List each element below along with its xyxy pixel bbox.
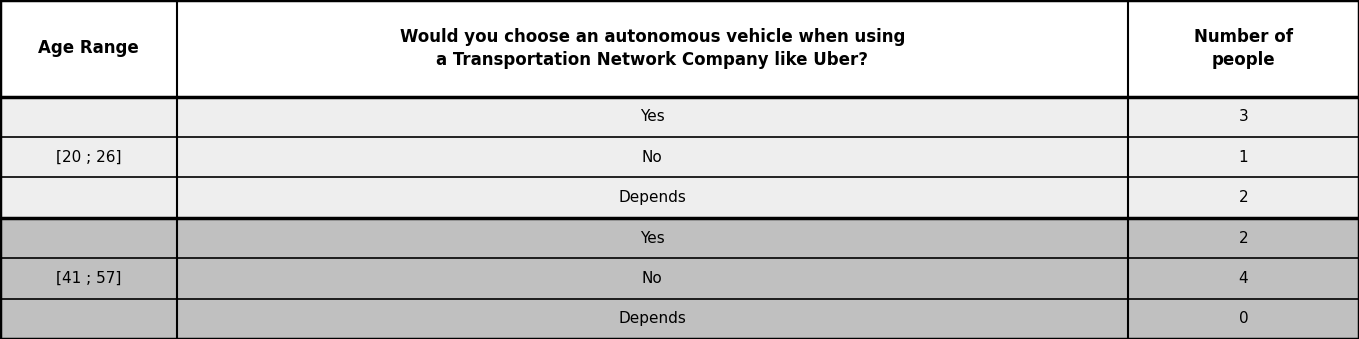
Bar — [1128, 97, 1359, 137]
Bar — [0, 218, 177, 339]
Text: 2: 2 — [1238, 231, 1249, 245]
Bar — [1128, 258, 1359, 299]
Text: 1: 1 — [1238, 150, 1249, 165]
Text: Number of
people: Number of people — [1195, 27, 1292, 69]
Text: 4: 4 — [1238, 271, 1249, 286]
Bar — [1128, 177, 1359, 218]
Text: Yes: Yes — [640, 231, 665, 245]
Text: Depends: Depends — [618, 311, 686, 326]
Text: Depends: Depends — [618, 190, 686, 205]
Bar — [1128, 137, 1359, 177]
Bar — [1128, 218, 1359, 258]
Bar — [0, 97, 177, 218]
Text: 2: 2 — [1238, 190, 1249, 205]
Text: No: No — [641, 271, 663, 286]
Bar — [1128, 299, 1359, 339]
Bar — [177, 299, 1128, 339]
Text: Yes: Yes — [640, 109, 665, 124]
Bar — [177, 177, 1128, 218]
Text: 3: 3 — [1238, 109, 1249, 124]
Text: Age Range: Age Range — [38, 39, 139, 57]
Bar — [177, 137, 1128, 177]
Bar — [177, 218, 1128, 258]
Text: [41 ; 57]: [41 ; 57] — [56, 271, 121, 286]
Bar — [177, 258, 1128, 299]
Bar — [177, 0, 1128, 97]
Text: No: No — [641, 150, 663, 165]
Text: [20 ; 26]: [20 ; 26] — [56, 150, 121, 165]
Bar — [0, 0, 177, 97]
Text: Would you choose an autonomous vehicle when using
a Transportation Network Compa: Would you choose an autonomous vehicle w… — [400, 27, 905, 69]
Bar — [177, 97, 1128, 137]
Text: 0: 0 — [1238, 311, 1249, 326]
Bar — [1128, 0, 1359, 97]
